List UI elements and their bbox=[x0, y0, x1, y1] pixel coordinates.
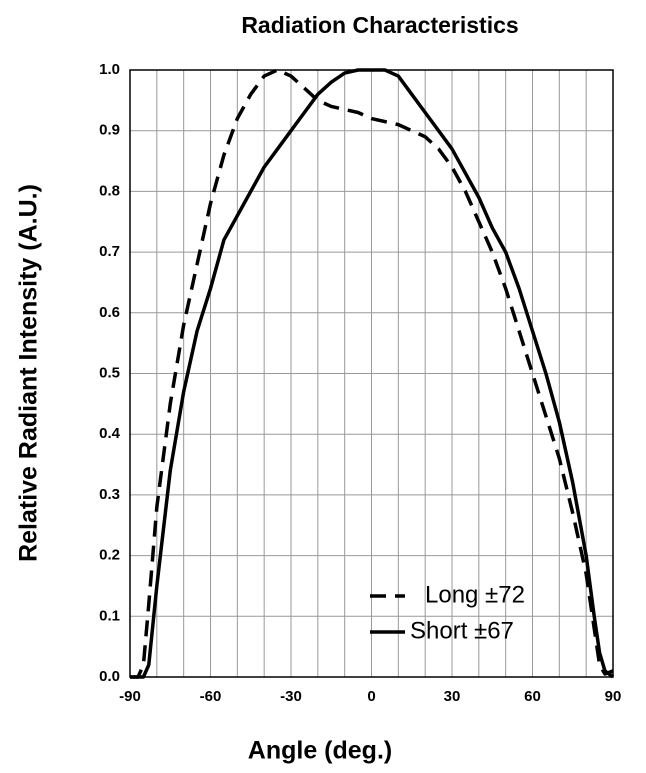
y-tick-label: 1.0 bbox=[99, 61, 120, 78]
x-tick-label: 90 bbox=[605, 688, 622, 705]
y-tick-label: 0.8 bbox=[99, 182, 120, 199]
legend-label: Short ±67 bbox=[410, 617, 514, 644]
y-tick-label: 0.7 bbox=[99, 243, 120, 260]
x-tick-label: 60 bbox=[524, 688, 541, 705]
y-tick-label: 0.0 bbox=[99, 668, 120, 685]
chart-title: Radiation Characteristics bbox=[241, 12, 518, 38]
legend-label: Long ±72 bbox=[425, 581, 525, 608]
x-axis-label: Angle (deg.) bbox=[248, 737, 392, 765]
y-tick-label: 0.5 bbox=[99, 364, 120, 381]
y-tick-label: 0.3 bbox=[99, 486, 120, 503]
y-tick-label: 0.4 bbox=[99, 425, 121, 442]
x-tick-label: 0 bbox=[367, 688, 375, 705]
y-tick-label: 0.2 bbox=[99, 547, 120, 564]
x-tick-label: -90 bbox=[119, 688, 141, 705]
data-line bbox=[130, 68, 615, 679]
y-axis-label: Relative Radiant Intensity (A.U.) bbox=[15, 184, 43, 562]
x-tick-label: -60 bbox=[200, 688, 222, 705]
data-line bbox=[130, 68, 614, 679]
y-tick-label: 0.1 bbox=[99, 607, 120, 624]
x-tick-label: -30 bbox=[280, 688, 302, 705]
y-tick-label: 0.9 bbox=[99, 122, 120, 139]
x-tick-label: 30 bbox=[444, 688, 461, 705]
y-tick-label: 0.6 bbox=[99, 304, 120, 321]
